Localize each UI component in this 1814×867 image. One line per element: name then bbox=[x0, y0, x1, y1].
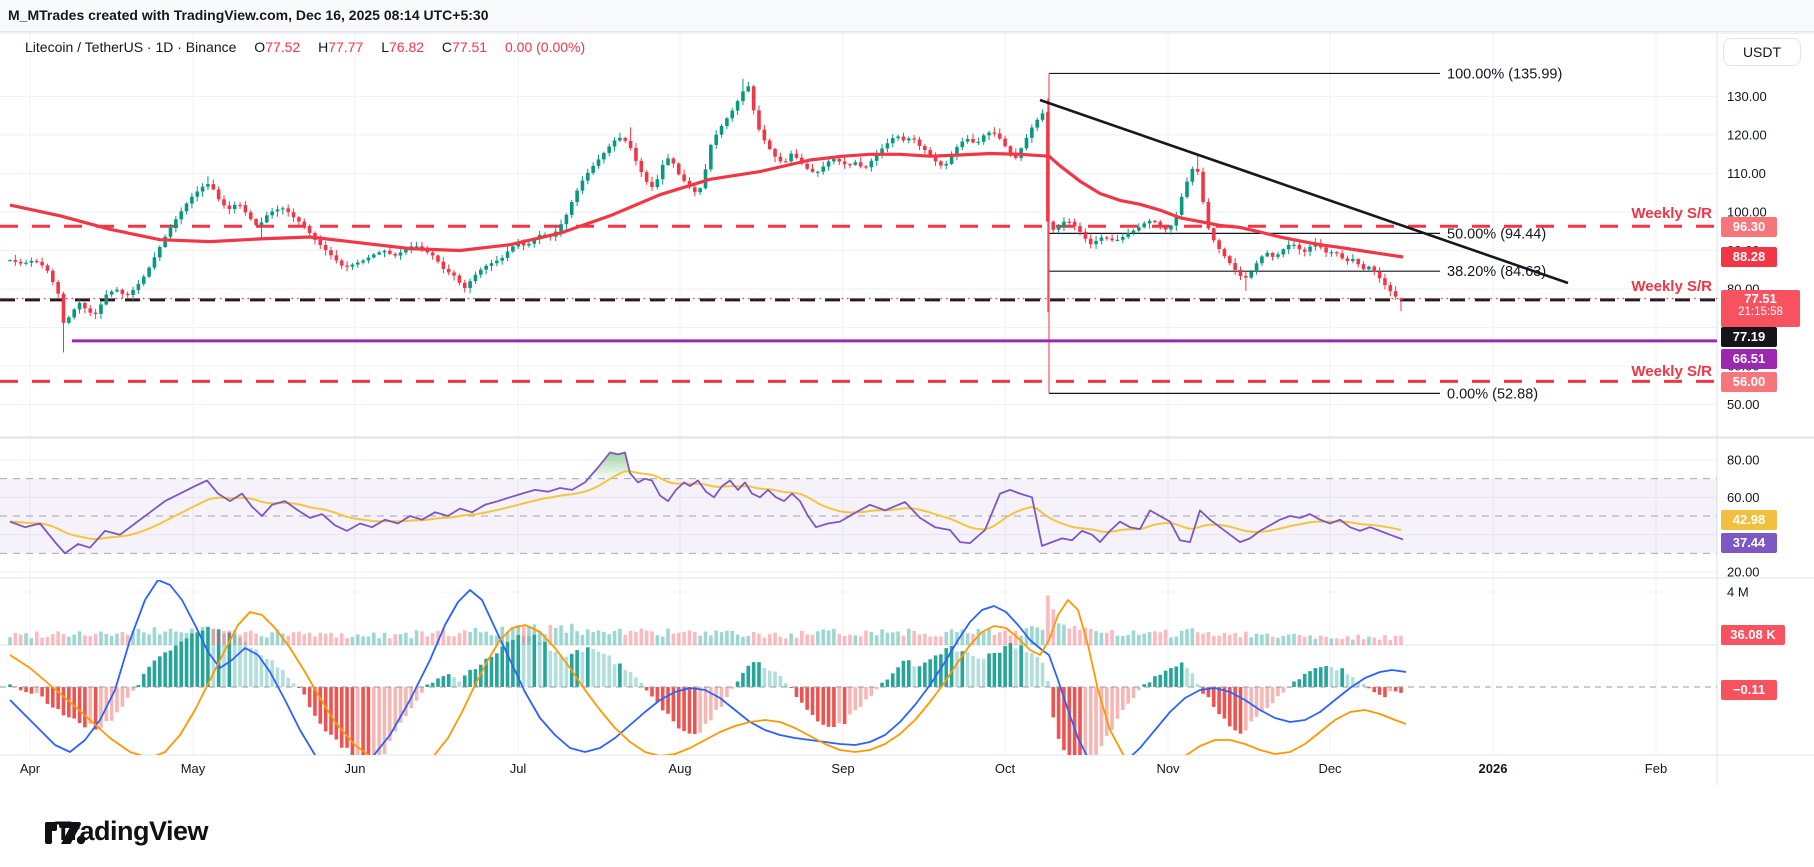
bar-countdown-timer: 21:15:58 bbox=[1738, 306, 1783, 318]
ohlc-high-value: 77.77 bbox=[328, 39, 364, 55]
last-price-value: 77.51 bbox=[1744, 291, 1777, 306]
weekly-sr-label[interactable]: Weekly S/R bbox=[1631, 278, 1712, 295]
macd-line[interactable] bbox=[9, 580, 1407, 772]
fib-level-label[interactable]: 38.20% (84.63) bbox=[1447, 264, 1546, 280]
time-axis-label: Nov bbox=[1156, 761, 1180, 776]
axis-label: 80.00 bbox=[1727, 453, 1760, 468]
candlesticks[interactable] bbox=[8, 78, 1403, 353]
price-badge-sr-upper: 96.30 bbox=[1721, 217, 1777, 237]
rsi-ma-badge: 42.98 bbox=[1721, 510, 1777, 530]
fib-level-label[interactable]: 100.00% (135.99) bbox=[1447, 66, 1562, 82]
time-axis-label: May bbox=[181, 761, 206, 776]
axis-label: 110.00 bbox=[1727, 166, 1766, 181]
time-axis-label: 2026 bbox=[1479, 761, 1508, 776]
red-ma-line[interactable] bbox=[9, 151, 1404, 259]
ohlc-high-label: H bbox=[318, 39, 329, 55]
price-axis[interactable]: 130.00120.00110.00100.0090.0080.0060.005… bbox=[1447, 66, 1767, 599]
attribution-text: M_MTrades created with TradingView.com, … bbox=[8, 7, 489, 23]
ohlc-close-value: 77.51 bbox=[452, 39, 488, 55]
tradingview-logo-icon bbox=[45, 822, 86, 845]
ohlc-low-label: L bbox=[381, 39, 389, 55]
rsi-badge: 37.44 bbox=[1721, 533, 1777, 553]
axis-label: 100.00 bbox=[1727, 205, 1767, 220]
pane-separators[interactable] bbox=[0, 32, 1814, 785]
time-axis-label: Sep bbox=[831, 761, 854, 776]
fib-level-label[interactable]: 50.00% (94.44) bbox=[1447, 226, 1546, 242]
time-axis-label: Oct bbox=[995, 761, 1016, 776]
axis-label: 120.00 bbox=[1727, 128, 1767, 143]
currency-toggle-button[interactable]: USDT bbox=[1723, 38, 1801, 66]
axis-label: 4 M bbox=[1727, 585, 1749, 600]
symbol-legend[interactable]: Litecoin / TetherUS · 1D · Binance O77.5… bbox=[25, 39, 585, 55]
rsi-line[interactable] bbox=[9, 451, 1404, 555]
price-badge-last-with-countdown: 77.51 21:15:58 bbox=[1721, 290, 1800, 327]
price-badge-sr-lower: 56.00 bbox=[1721, 372, 1777, 392]
macd-signal-line[interactable] bbox=[9, 599, 1407, 775]
ohlc-open-label: O bbox=[254, 39, 266, 55]
change-value: 0.00 (0.00%) bbox=[504, 39, 586, 55]
tradingview-logo[interactable]: TradingView bbox=[45, 816, 209, 847]
main-price-pane[interactable] bbox=[0, 72, 1717, 395]
time-axis-label: Jun bbox=[345, 761, 366, 776]
price-badge-black-line: 77.19 bbox=[1721, 327, 1777, 347]
rsi-ma-line[interactable] bbox=[9, 470, 1402, 541]
time-axis-label: Feb bbox=[1645, 761, 1667, 776]
axis-label: 50.00 bbox=[1727, 397, 1760, 412]
axis-label: 130.00 bbox=[1727, 89, 1767, 104]
price-badge-purple-line: 66.51 bbox=[1721, 349, 1777, 369]
rsi-pane[interactable] bbox=[0, 451, 1717, 555]
weekly-sr-label[interactable]: Weekly S/R bbox=[1631, 205, 1712, 222]
symbol-title[interactable]: Litecoin / TetherUS · 1D · Binance bbox=[25, 39, 237, 55]
time-axis-label: Dec bbox=[1318, 761, 1342, 776]
weekly-sr-label[interactable]: Weekly S/R bbox=[1631, 363, 1712, 380]
time-axis-label: Apr bbox=[20, 761, 41, 776]
attribution-bar: M_MTrades created with TradingView.com, … bbox=[0, 0, 1814, 32]
time-axis-label: Aug bbox=[668, 761, 691, 776]
axis-label: 20.00 bbox=[1727, 565, 1760, 580]
descending-trendline[interactable] bbox=[1039, 98, 1569, 285]
macd-badge: −0.11 bbox=[1721, 680, 1777, 700]
fib-level-label[interactable]: 0.00% (52.88) bbox=[1447, 386, 1538, 402]
ohlc-low-value: 76.82 bbox=[388, 39, 425, 55]
price-badge-ma: 88.28 bbox=[1721, 247, 1777, 267]
ohlc-close-label: C bbox=[441, 39, 453, 55]
time-axis[interactable]: Apr May Jun Jul Aug Sep Oct Nov Dec 2026 Feb bbox=[20, 761, 1667, 776]
volume-macd-pane[interactable] bbox=[0, 580, 1717, 777]
axis-label: 60.00 bbox=[1727, 490, 1760, 505]
time-axis-label: Jul bbox=[510, 761, 527, 776]
ohlc-open-value: 77.52 bbox=[265, 39, 301, 55]
volume-badge: 36.08 K bbox=[1721, 625, 1785, 645]
